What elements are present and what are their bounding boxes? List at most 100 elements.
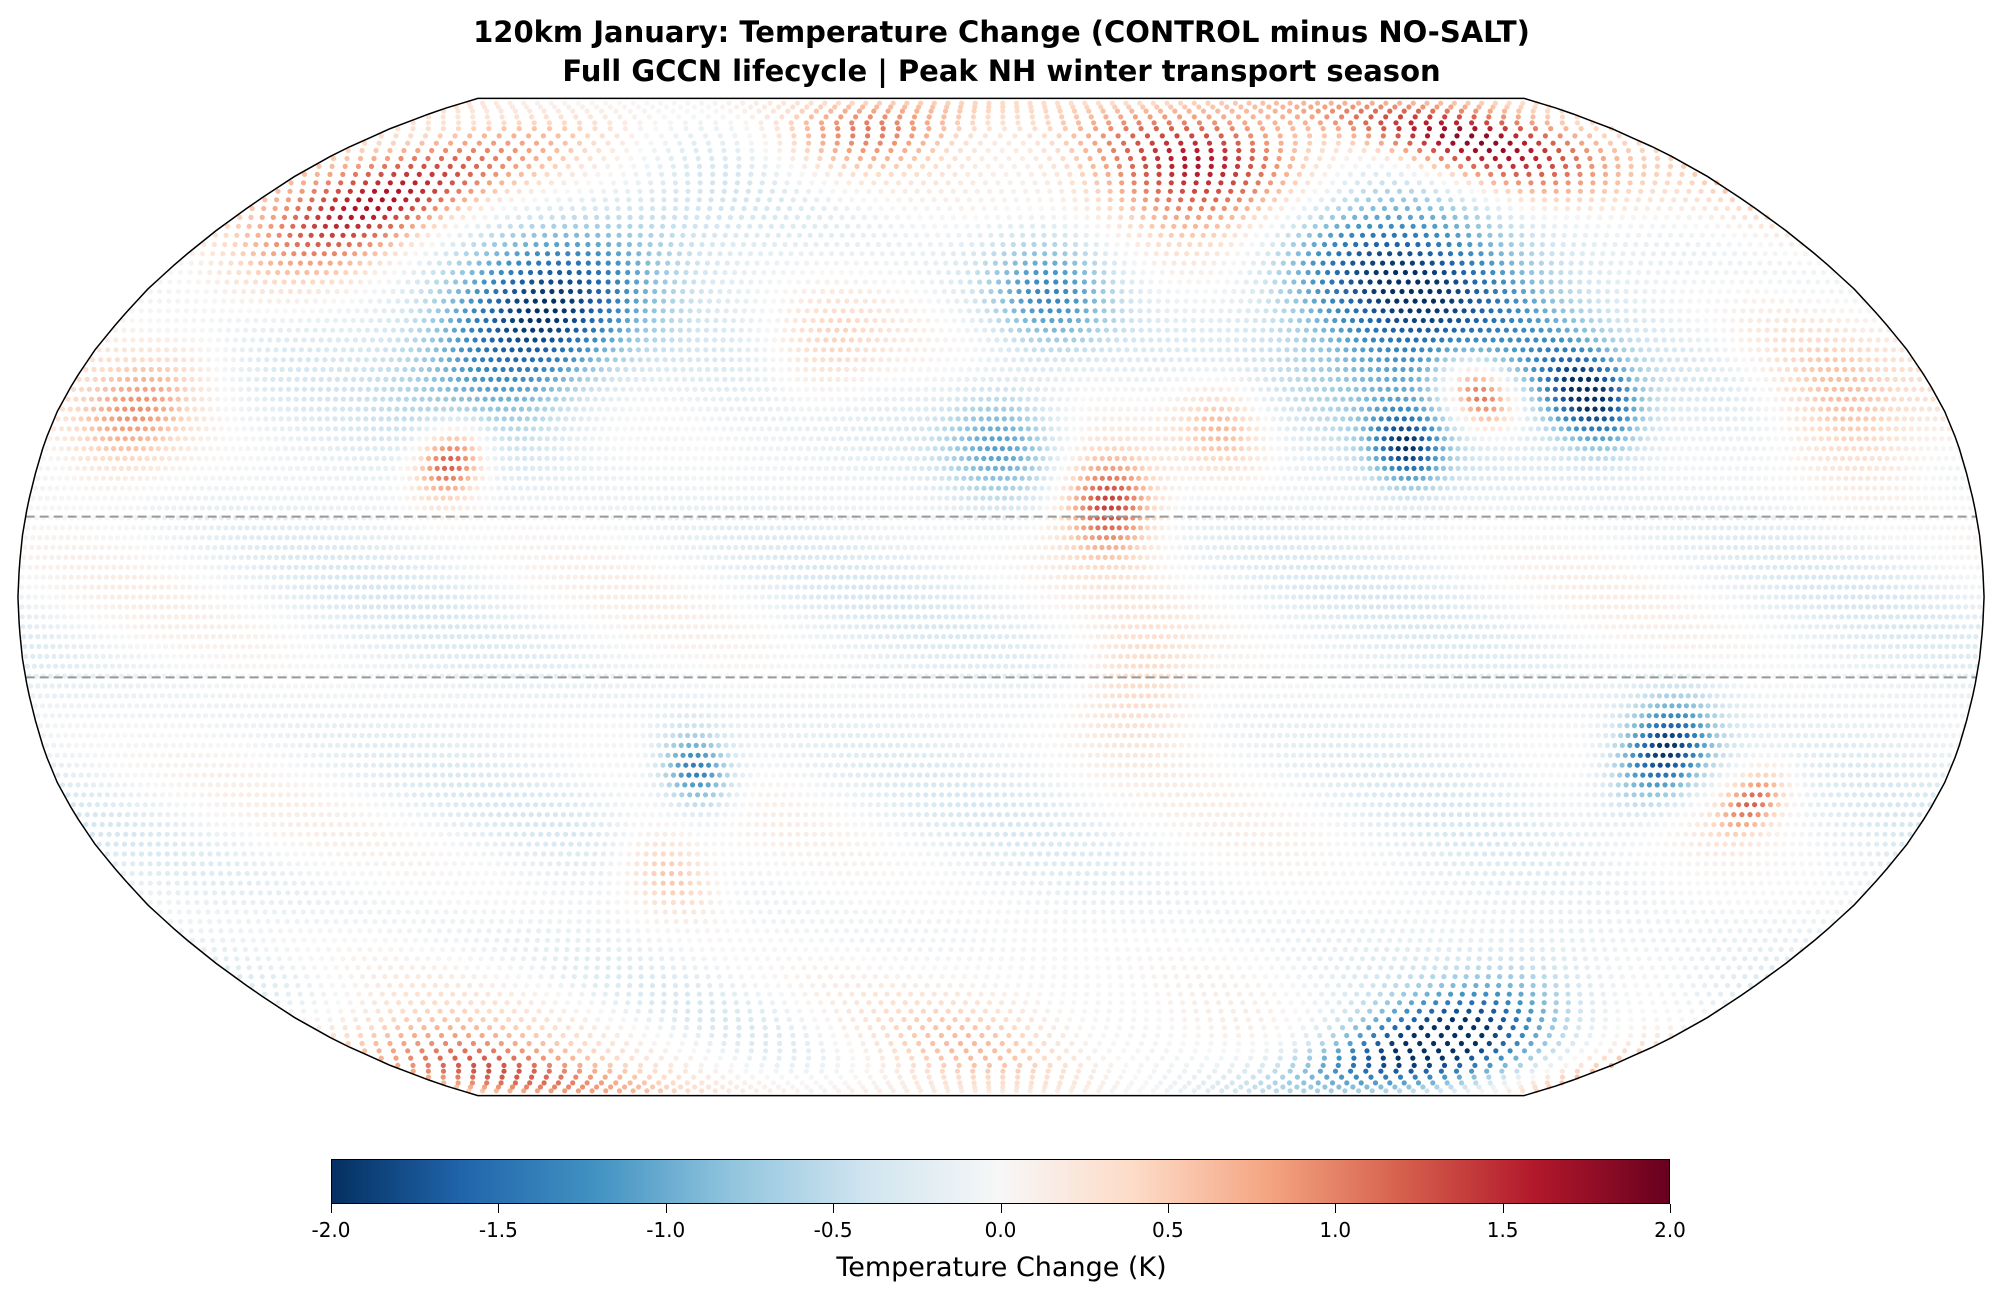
data-point xyxy=(776,909,783,915)
data-point xyxy=(1439,851,1445,857)
data-point xyxy=(1226,870,1232,877)
data-point xyxy=(598,821,604,828)
data-point xyxy=(1057,1008,1063,1014)
data-point xyxy=(844,982,850,989)
data-point xyxy=(605,1025,611,1031)
data-point xyxy=(924,1068,930,1074)
data-point xyxy=(774,928,780,934)
data-point xyxy=(1736,982,1742,989)
data-point xyxy=(239,831,245,837)
data-point xyxy=(326,812,332,818)
data-point xyxy=(311,937,317,943)
data-point xyxy=(1192,965,1199,971)
data-point xyxy=(1105,956,1111,962)
data-point xyxy=(1083,1040,1089,1047)
data-point xyxy=(1328,851,1334,857)
data-point xyxy=(1057,1080,1063,1086)
data-point xyxy=(281,974,288,980)
data-point xyxy=(849,1088,855,1094)
data-point xyxy=(1721,851,1727,857)
data-point xyxy=(1762,918,1768,925)
data-point xyxy=(1392,1025,1398,1031)
data-point xyxy=(1305,1062,1311,1068)
data-point xyxy=(1777,928,1783,934)
data-point xyxy=(1508,946,1514,953)
data-point xyxy=(1210,890,1217,896)
data-point xyxy=(155,841,161,847)
data-point xyxy=(285,890,291,896)
data-point xyxy=(402,937,409,943)
data-point xyxy=(1704,880,1710,886)
data-point xyxy=(631,821,637,828)
data-point xyxy=(1359,831,1365,837)
data-point xyxy=(536,870,542,877)
data-point xyxy=(1004,812,1011,818)
data-point xyxy=(1396,909,1402,915)
data-point xyxy=(616,870,622,877)
data-point xyxy=(982,928,989,934)
data-point xyxy=(627,1080,633,1086)
data-point xyxy=(394,870,401,877)
data-point xyxy=(258,928,264,934)
data-point xyxy=(1016,1017,1022,1023)
data-point xyxy=(281,937,287,943)
data-point xyxy=(1118,982,1124,989)
data-point xyxy=(1633,946,1639,953)
data-point xyxy=(460,1025,466,1031)
data-point xyxy=(1415,909,1421,915)
data-point xyxy=(1279,812,1285,818)
data-point xyxy=(1123,1062,1129,1068)
data-point xyxy=(347,1000,353,1006)
data-point xyxy=(1336,982,1342,989)
data-point xyxy=(1336,1000,1342,1006)
data-point xyxy=(1626,812,1632,818)
data-point xyxy=(644,841,650,847)
data-point xyxy=(1599,982,1605,989)
data-point xyxy=(262,870,268,877)
data-point xyxy=(1513,812,1519,818)
data-point xyxy=(1153,982,1159,989)
data-point xyxy=(752,890,758,896)
data-point xyxy=(582,1040,588,1047)
data-point xyxy=(1541,982,1548,989)
data-point xyxy=(1773,841,1779,847)
data-point xyxy=(1268,851,1274,857)
data-point xyxy=(473,1025,480,1031)
data-point xyxy=(563,956,569,962)
data-point xyxy=(664,1084,670,1090)
data-point xyxy=(399,841,406,847)
data-point xyxy=(1035,1000,1041,1006)
data-point xyxy=(1051,965,1057,971)
data-point xyxy=(1391,1008,1398,1014)
data-point xyxy=(878,982,884,989)
data-point xyxy=(592,982,598,989)
data-point xyxy=(1150,812,1156,818)
data-point xyxy=(1318,841,1324,847)
data-point xyxy=(921,861,927,867)
data-point xyxy=(315,946,321,953)
data-point xyxy=(216,918,222,925)
data-point xyxy=(1816,861,1822,867)
data-point xyxy=(895,861,901,867)
data-point xyxy=(669,956,675,962)
data-point xyxy=(1117,812,1123,818)
data-point xyxy=(771,851,778,857)
data-point xyxy=(1597,918,1603,925)
data-point xyxy=(1087,1032,1093,1039)
data-point xyxy=(1014,1084,1020,1090)
data-point xyxy=(1339,1074,1345,1080)
data-point xyxy=(1612,991,1618,997)
data-point xyxy=(316,1025,322,1031)
data-point xyxy=(599,861,605,867)
data-point xyxy=(764,802,770,808)
data-point xyxy=(1508,974,1514,980)
data-point xyxy=(486,928,492,934)
data-point xyxy=(834,1008,840,1014)
data-point xyxy=(1249,1048,1255,1054)
data-point xyxy=(569,1017,576,1023)
data-point xyxy=(347,928,353,934)
data-point xyxy=(381,880,387,886)
data-point xyxy=(309,802,316,808)
data-point xyxy=(420,965,426,971)
data-point xyxy=(1171,821,1177,828)
